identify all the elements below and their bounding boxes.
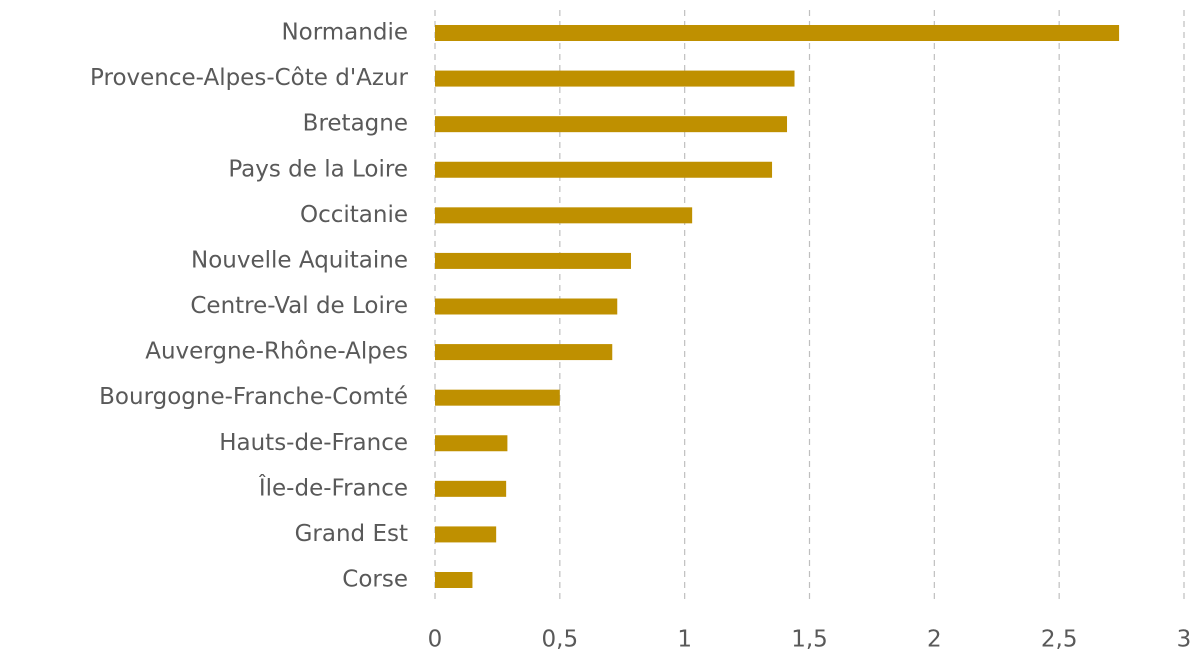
y-tick-label: Hauts-de-France [219,430,408,456]
x-tick-label: 0,5 [542,627,579,651]
x-tick-label: 1,5 [791,627,828,651]
bar [435,25,1120,41]
bar [435,526,497,543]
y-tick-label: Bretagne [303,111,408,137]
y-tick-label: Grand Est [295,521,408,547]
bar [435,70,795,87]
bar [435,344,613,361]
y-tick-label: Occitanie [300,202,408,228]
y-tick-label: Auvergne-Rhône-Alpes [145,339,408,365]
bar [435,435,508,452]
bar [435,480,507,497]
bar [435,298,618,315]
y-tick-label: Normandie [281,20,408,46]
x-tick-label: 0 [428,627,443,651]
y-tick-label: Bourgogne-Franche-Comté [99,384,408,410]
bar [435,252,631,269]
bar [435,572,473,588]
y-tick-label: Provence-Alpes-Côte d'Azur [90,65,408,91]
x-tick-label: 3 [1177,627,1192,651]
y-tick-label: Centre-Val de Loire [190,293,408,319]
bar [435,116,788,133]
bar [435,207,693,224]
bar [435,389,560,406]
x-tick-label: 2 [927,627,942,651]
y-tick-label: Corse [342,567,408,593]
x-tick-label: 2,5 [1041,627,1078,651]
y-tick-label: Nouvelle Aquitaine [191,247,408,273]
x-tick-label: 1 [677,627,692,651]
y-tick-label: Pays de la Loire [228,156,408,182]
y-tick-label: Île-de-France [258,473,408,501]
bar [435,161,773,178]
